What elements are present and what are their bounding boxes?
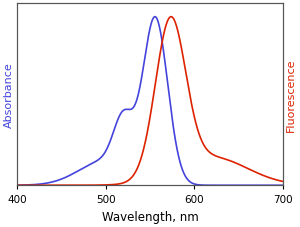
X-axis label: Wavelength, nm: Wavelength, nm	[102, 210, 198, 223]
Y-axis label: Absorbance: Absorbance	[4, 62, 14, 128]
Y-axis label: Fluorescence: Fluorescence	[286, 58, 296, 131]
